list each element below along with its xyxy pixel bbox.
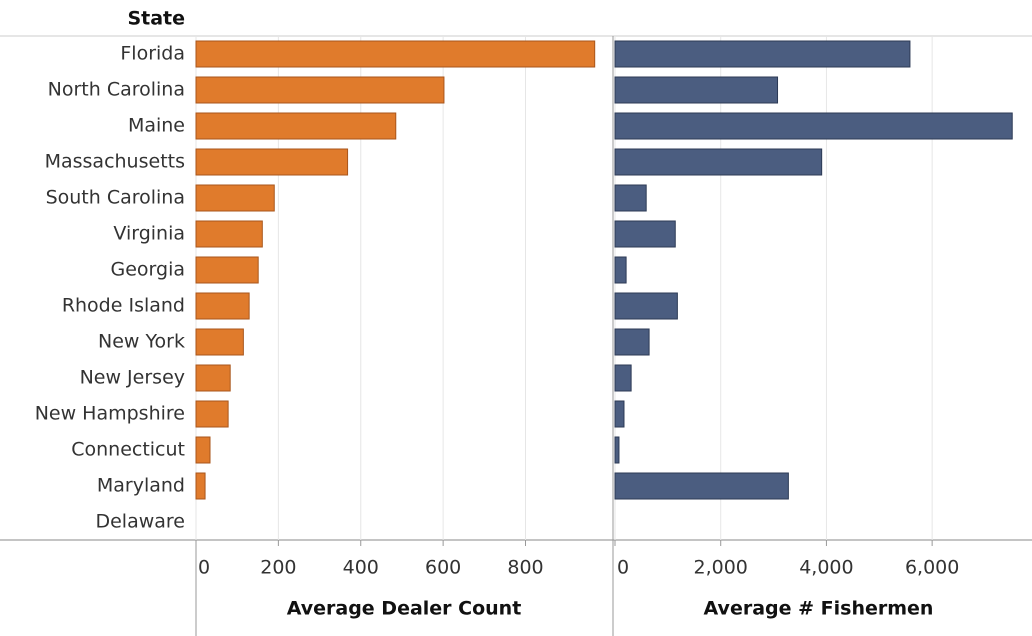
bar (614, 40, 911, 68)
axis-title: Average Dealer Count (287, 598, 522, 620)
row-label: Georgia (111, 259, 186, 281)
bar (195, 40, 596, 68)
bar (195, 184, 275, 212)
bar (195, 148, 349, 176)
bar (614, 220, 676, 248)
bar (195, 436, 211, 464)
bar (195, 328, 244, 356)
row-label: Connecticut (71, 439, 185, 461)
row-label: North Carolina (48, 79, 185, 101)
x-tick-label: 4,000 (799, 557, 853, 579)
row-header: State (127, 8, 185, 30)
row-label: Delaware (95, 511, 185, 533)
bar (614, 400, 625, 428)
bar (614, 148, 823, 176)
bar (195, 256, 259, 284)
row-label: Rhode Island (62, 295, 185, 317)
bar (614, 76, 779, 104)
bar (614, 472, 789, 500)
bar (614, 364, 632, 392)
bar (614, 436, 620, 464)
x-tick-label: 600 (425, 557, 461, 579)
x-tick-label: 0 (617, 557, 629, 579)
bar (195, 76, 445, 104)
x-tick-label: 0 (198, 557, 210, 579)
bar (614, 328, 650, 356)
bar (195, 112, 397, 140)
x-tick-label: 800 (507, 557, 543, 579)
x-tick-label: 6,000 (905, 557, 959, 579)
bar (195, 400, 229, 428)
x-tick-label: 2,000 (694, 557, 748, 579)
row-label: New Jersey (80, 367, 185, 389)
row-label: New York (98, 331, 185, 353)
bar (614, 184, 647, 212)
x-tick-label: 400 (343, 557, 379, 579)
bar (195, 220, 263, 248)
bar (614, 292, 678, 320)
row-label: Maine (128, 115, 185, 137)
row-label: South Carolina (46, 187, 185, 209)
bar (195, 472, 206, 500)
bar (614, 112, 1013, 140)
bar (195, 292, 250, 320)
row-label: Maryland (97, 475, 185, 497)
axis-title: Average # Fishermen (704, 598, 934, 620)
bar (195, 364, 231, 392)
x-tick-label: 200 (260, 557, 296, 579)
bar (614, 256, 627, 284)
row-label: Massachusetts (45, 151, 185, 173)
row-label: New Hampshire (35, 403, 185, 425)
row-label: Virginia (113, 223, 185, 245)
row-label: Florida (120, 43, 185, 65)
